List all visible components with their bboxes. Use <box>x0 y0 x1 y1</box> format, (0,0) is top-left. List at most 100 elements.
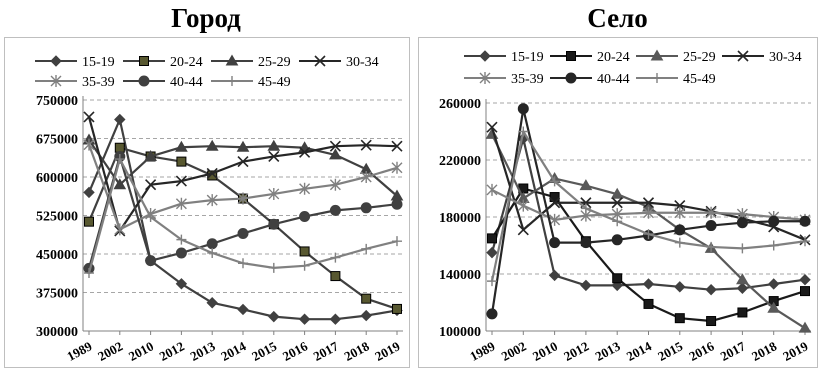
data-point <box>736 282 749 294</box>
y-tick-label: 100000 <box>439 325 481 340</box>
data-point <box>175 175 187 187</box>
y-tick-label: 450000 <box>36 248 78 263</box>
series-line <box>87 155 398 269</box>
data-point <box>175 247 187 259</box>
data-point <box>175 140 188 152</box>
data-point <box>329 313 342 325</box>
legend-item: 45-49 <box>211 75 291 90</box>
data-point <box>144 149 157 161</box>
chart-frame: 15-19 20-24 25-29 30-34 35-39 40-44 45-49 10000… <box>418 37 818 368</box>
data-point <box>642 278 655 290</box>
legend-label: 20-24 <box>597 50 630 65</box>
data-point <box>113 178 127 190</box>
data-point <box>549 237 561 249</box>
series-40-44 <box>83 150 403 274</box>
data-point <box>237 227 249 239</box>
legend-marker-x <box>737 50 749 62</box>
data-point <box>114 113 126 126</box>
data-point <box>268 262 279 273</box>
data-point <box>737 243 748 254</box>
legend: 15-19 20-24 25-29 30-34 35-39 40-44 45-49 <box>35 54 379 90</box>
x-tick-label: 2010 <box>530 338 560 363</box>
data-point <box>706 241 717 252</box>
chart-panel-gorod: Город 15-19 20-24 25-29 30-34 35-39 40-44 45-4… <box>4 3 410 368</box>
legend-label: 45-49 <box>683 72 716 87</box>
data-point <box>268 310 280 323</box>
chart-title: Город <box>171 3 241 33</box>
data-point <box>487 233 497 244</box>
data-point <box>176 234 187 245</box>
data-point <box>549 192 560 203</box>
data-point <box>549 176 560 187</box>
data-point <box>237 192 249 205</box>
legend-marker-circle <box>565 72 577 84</box>
legend-label: 35-39 <box>511 72 544 87</box>
data-point <box>237 303 249 316</box>
legend-item: 35-39 <box>464 72 544 87</box>
series-35-39 <box>83 138 403 236</box>
data-point <box>360 139 372 151</box>
data-point <box>517 103 529 115</box>
data-point <box>800 286 810 297</box>
legend-item: 25-29 <box>211 54 291 70</box>
data-point <box>238 258 248 269</box>
y-tick-label: 525000 <box>36 210 78 225</box>
data-point <box>237 156 249 168</box>
legend-item: 20-24 <box>550 50 630 65</box>
series-45-49 <box>84 154 402 278</box>
data-point <box>299 182 311 195</box>
data-point <box>360 309 372 322</box>
data-point <box>329 204 341 216</box>
data-point <box>298 313 311 325</box>
legend-item: 35-39 <box>35 75 115 90</box>
x-tick-label: 2018 <box>749 338 779 364</box>
chart-frame: 15-19 20-24 25-29 30-34 35-39 40-44 45-49 30000… <box>4 37 410 368</box>
x-tick-label: 2015 <box>655 338 685 364</box>
data-point <box>768 215 780 227</box>
legend-item: 30-34 <box>299 55 379 70</box>
data-point <box>706 316 717 327</box>
x-tick-label: 2002 <box>95 338 125 363</box>
data-point <box>299 246 310 257</box>
x-tick-label: 2019 <box>780 338 810 364</box>
data-point <box>145 212 156 223</box>
data-point <box>361 293 372 304</box>
legend: 15-19 20-24 25-29 30-34 35-39 40-44 45-49 <box>464 49 802 87</box>
legend-label: 15-19 <box>511 50 544 65</box>
data-point <box>549 213 561 226</box>
x-tick-label: 1989 <box>467 338 497 364</box>
data-point <box>391 161 403 174</box>
legend-label: 40-44 <box>597 72 630 87</box>
x-tick-label: 2012 <box>157 338 187 363</box>
data-point <box>768 240 779 251</box>
series-45-49 <box>487 126 810 287</box>
x-tick-label: 2014 <box>624 338 654 364</box>
legend-marker-star <box>50 75 62 87</box>
data-point <box>580 279 592 292</box>
data-point <box>486 246 498 259</box>
data-point <box>299 260 310 271</box>
data-point <box>329 140 341 152</box>
data-point <box>330 252 341 263</box>
data-point <box>549 197 561 209</box>
data-point <box>361 243 372 254</box>
data-point <box>114 142 125 153</box>
data-point <box>674 313 685 324</box>
data-point <box>206 297 218 309</box>
series-line <box>87 157 398 274</box>
data-point <box>391 140 403 152</box>
data-point <box>736 273 749 285</box>
data-point <box>767 278 780 290</box>
data-point <box>799 215 811 227</box>
x-tick-label: 2016 <box>280 338 310 364</box>
data-point <box>610 187 624 199</box>
legend-marker-triangle <box>650 49 664 61</box>
legend-label: 40-44 <box>170 75 203 90</box>
data-point <box>486 121 498 133</box>
y-tick-label: 300000 <box>36 325 78 340</box>
data-point <box>800 236 810 247</box>
data-point <box>674 281 686 293</box>
x-tick-label: 2016 <box>687 338 717 364</box>
legend-marker-diamond <box>479 50 491 62</box>
data-point <box>83 186 95 199</box>
